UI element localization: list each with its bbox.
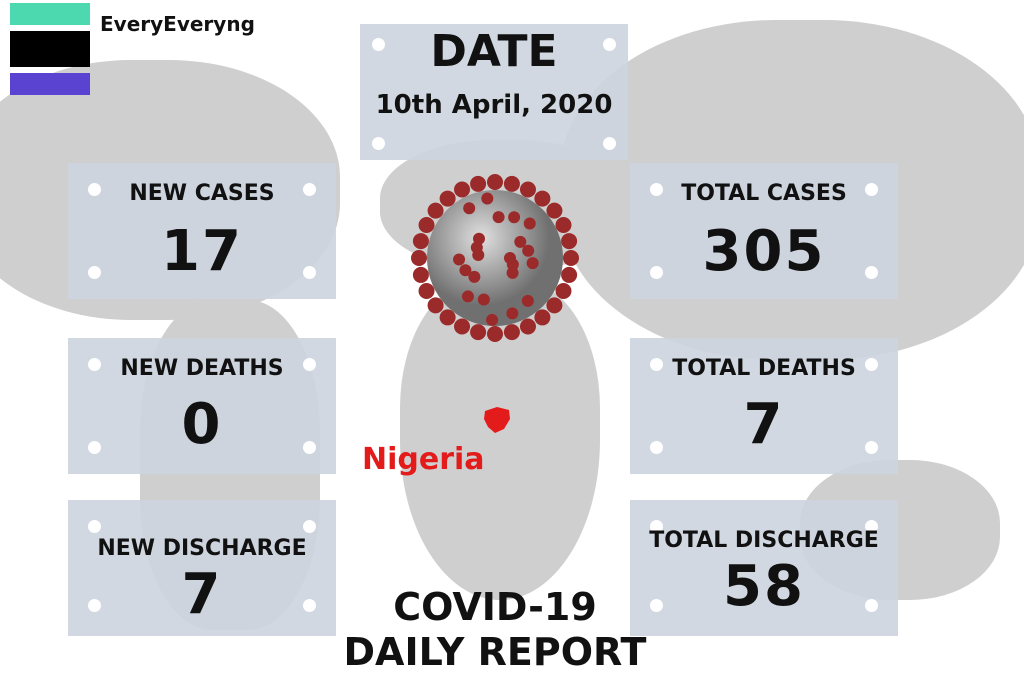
virus-spike — [486, 313, 499, 326]
nigeria-label: Nigeria — [362, 442, 485, 477]
brand-logo — [10, 3, 90, 95]
total-discharge-value: 58 — [723, 554, 805, 619]
new-cases-value: 17 — [161, 219, 243, 284]
virus-spike — [546, 297, 563, 314]
virus-spike — [454, 318, 471, 335]
total-deaths-box: TOTAL DEATHS 7 — [630, 338, 898, 474]
total-cases-box: TOTAL CASES 305 — [630, 163, 898, 299]
new-discharge-label: NEW DISCHARGE — [97, 536, 307, 561]
virus-spike — [492, 211, 505, 224]
date-value: 10th April, 2020 — [375, 90, 613, 120]
virus-spike — [534, 309, 551, 326]
virus-spike — [427, 297, 444, 314]
virus-spike — [470, 175, 487, 192]
new-discharge-box: NEW DISCHARGE 7 — [68, 500, 336, 636]
virus-spike — [412, 233, 429, 250]
virus-spike — [411, 250, 427, 266]
virus-spike — [487, 174, 503, 190]
virus-spike — [563, 250, 579, 266]
total-deaths-label: TOTAL DEATHS — [672, 356, 856, 381]
virus-spike — [506, 266, 519, 279]
new-deaths-box: NEW DEATHS 0 — [68, 338, 336, 474]
virus-spike — [555, 282, 572, 299]
total-deaths-value: 7 — [743, 392, 785, 457]
virus-spike — [461, 290, 474, 303]
virus-spike — [506, 307, 519, 320]
virus-spike — [468, 270, 481, 283]
nigeria-shape — [484, 407, 510, 433]
virus-spike — [555, 217, 572, 234]
virus-spike — [412, 266, 429, 283]
total-cases-value: 305 — [702, 219, 826, 284]
virus-spike — [463, 202, 476, 215]
report-title-line1: COVID-19 — [393, 585, 597, 629]
new-deaths-value: 0 — [181, 392, 223, 457]
virus-spike — [546, 202, 563, 219]
virus-spike — [534, 190, 551, 207]
date-label: DATE — [430, 26, 558, 77]
total-cases-label: TOTAL CASES — [681, 181, 847, 206]
virus-spike — [561, 266, 578, 283]
new-discharge-value: 7 — [181, 562, 223, 627]
total-discharge-box: TOTAL DISCHARGE 58 — [630, 500, 898, 636]
coronavirus-illustration — [411, 174, 579, 342]
new-deaths-label: NEW DEATHS — [120, 356, 284, 381]
virus-spike — [521, 294, 534, 307]
virus-spike — [514, 235, 527, 248]
virus-spike — [519, 318, 536, 335]
virus-spike — [472, 232, 485, 245]
virus-spike — [487, 326, 503, 342]
virus-spike — [481, 192, 494, 205]
virus-spike — [503, 175, 520, 192]
report-title-line2: DAILY REPORT — [343, 630, 647, 674]
virus-spike — [439, 309, 456, 326]
virus-spike — [561, 233, 578, 250]
new-cases-box: NEW CASES 17 — [68, 163, 336, 299]
virus-spike — [439, 190, 456, 207]
virus-spike — [522, 244, 535, 257]
virus-spike — [503, 324, 520, 341]
virus-spike — [454, 181, 471, 198]
brand-name: EveryEveryng — [100, 12, 255, 36]
new-cases-label: NEW CASES — [129, 181, 275, 206]
virus-spike — [519, 181, 536, 198]
total-discharge-label: TOTAL DISCHARGE — [649, 528, 879, 553]
virus-spike — [418, 217, 435, 234]
virus-spike — [418, 282, 435, 299]
virus-spike — [459, 264, 472, 277]
virus-spike — [453, 253, 466, 266]
virus-spike — [427, 202, 444, 219]
virus-spike — [508, 211, 521, 224]
virus-spike — [523, 217, 536, 230]
virus-spike — [470, 324, 487, 341]
virus-spike — [477, 293, 490, 306]
date-box: DATE 10th April, 2020 — [360, 24, 628, 160]
virus-spike — [526, 257, 539, 270]
